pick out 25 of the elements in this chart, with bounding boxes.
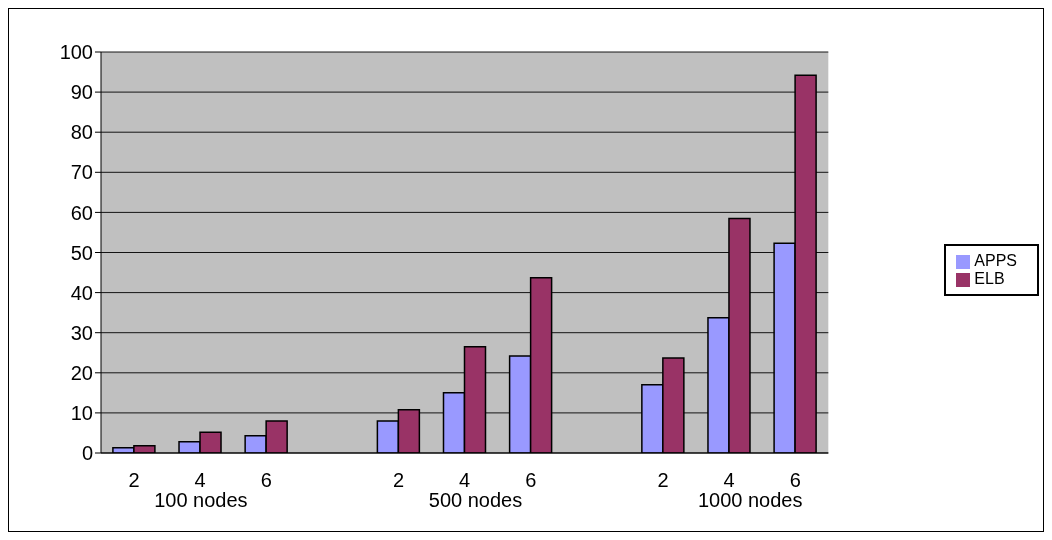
y-tick-label: 50: [70, 241, 93, 264]
x-tick-label: 6: [789, 469, 801, 492]
y-tick-label: 30: [70, 321, 93, 344]
y-tick-label: 80: [70, 121, 93, 144]
x-tick-label: 4: [723, 469, 735, 492]
x-tick-label: 6: [260, 469, 272, 492]
y-tick-label: 0: [81, 442, 93, 465]
legend-label: APPS: [974, 252, 1017, 269]
y-tick-label: 10: [70, 402, 93, 424]
text: 100 nodes: [154, 489, 248, 511]
y-tick-label: 90: [70, 81, 93, 104]
y-tick-label: 40: [70, 281, 93, 304]
x-tick-label: 2: [392, 469, 405, 492]
x-tick-label: 2: [128, 469, 140, 492]
legend-label: ELB: [974, 270, 1005, 287]
text: 500 nodes: [428, 489, 523, 511]
y-tick-label: 70: [70, 161, 93, 184]
x-tick-label: 4: [194, 469, 206, 492]
text: 1000 nodes: [697, 489, 803, 511]
y-tick-label: 60: [70, 201, 93, 224]
x-tick-label: 4: [459, 469, 471, 492]
x-tick-label: 2: [657, 469, 669, 492]
x-tick-label: 6: [525, 469, 537, 492]
y-tick-label: 20: [70, 361, 93, 384]
y-tick-label: 100: [59, 41, 93, 64]
